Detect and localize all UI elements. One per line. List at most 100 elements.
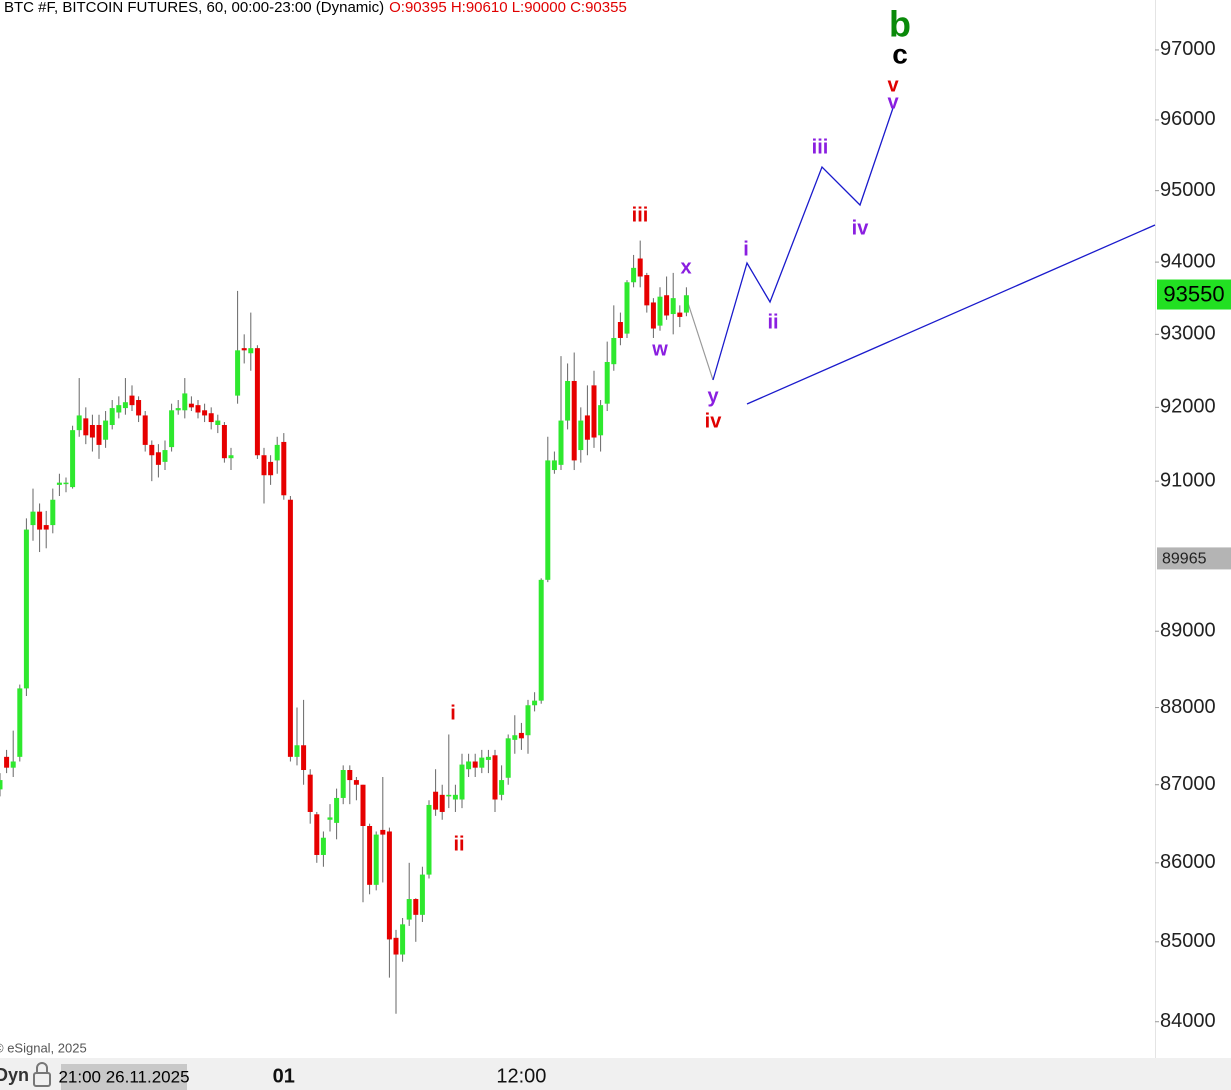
wave-label: y <box>707 385 719 407</box>
copyright: © eSignal, 2025 <box>0 1040 87 1055</box>
x-axis-strip <box>0 1058 1231 1090</box>
x-tick-label: 01 <box>273 1065 295 1087</box>
marker-price-label: 89965 <box>1162 551 1207 568</box>
candle-body <box>37 511 43 530</box>
candle-body <box>175 408 181 411</box>
cursor-box <box>61 1064 187 1090</box>
wave-label: ii <box>767 311 778 333</box>
candle-body <box>221 424 227 459</box>
candle-body <box>558 420 564 465</box>
candle-body <box>274 444 280 461</box>
candle-body <box>472 761 478 768</box>
candle-body <box>281 441 287 496</box>
candle-body <box>89 424 95 438</box>
candle-body <box>657 296 663 326</box>
candle-body <box>367 826 373 885</box>
candle-body <box>452 794 458 800</box>
last-price-label: 93550 <box>1163 281 1224 306</box>
candle-body <box>571 380 577 461</box>
candle-body <box>149 444 155 456</box>
last-price-box <box>1157 279 1231 310</box>
candle-body <box>235 350 241 396</box>
candle-body <box>499 780 505 795</box>
candle-body <box>63 482 69 485</box>
candle-body <box>347 770 353 781</box>
y-tick-label: 89000 <box>1160 620 1216 642</box>
candle-body <box>664 295 670 316</box>
candle-body <box>446 794 452 797</box>
candle-body <box>10 761 16 768</box>
candle-body <box>50 499 56 526</box>
candle-body <box>360 784 366 827</box>
candle-body <box>241 348 247 351</box>
candle-body <box>485 756 491 760</box>
candle-body <box>136 400 142 416</box>
candle-body <box>30 511 36 526</box>
y-tick-label: 92000 <box>1160 396 1216 418</box>
candle-body <box>83 418 89 436</box>
lock-body <box>33 1072 51 1087</box>
candle-body <box>268 461 274 476</box>
candle-body <box>215 420 221 425</box>
wave-label: i <box>450 702 456 724</box>
candle-body <box>386 831 392 940</box>
candle-body <box>518 732 524 739</box>
y-tick-label: 94000 <box>1160 250 1216 272</box>
candle-body <box>43 525 49 530</box>
candle-body <box>248 348 254 354</box>
lock-icon[interactable] <box>33 1062 51 1087</box>
candle-body <box>677 312 683 317</box>
y-tick-label: 96000 <box>1160 108 1216 130</box>
candle-body <box>301 745 307 771</box>
candle-body <box>287 499 293 757</box>
candle-body <box>637 258 643 277</box>
candle-body <box>459 764 465 800</box>
candle-body <box>340 770 346 798</box>
candle-body <box>254 348 260 456</box>
candle-body <box>76 415 82 431</box>
candle-body <box>406 899 412 920</box>
y-tick-label: 86000 <box>1160 851 1216 873</box>
chart-header: BTC #F, BITCOIN FUTURES, 60, 00:00-23:00… <box>4 0 627 16</box>
candle-body <box>109 408 115 425</box>
wave-connector <box>686 299 714 381</box>
candle-body <box>426 804 432 875</box>
candle-body <box>195 405 201 413</box>
candle-body <box>419 874 425 915</box>
candle-body <box>670 298 676 315</box>
wave-label: v <box>887 91 899 113</box>
candle-body <box>162 450 168 462</box>
y-tick-label: 97000 <box>1160 38 1216 60</box>
candle-body <box>683 295 689 313</box>
mode-label: Dyn <box>0 1065 29 1085</box>
candle-body <box>650 302 656 329</box>
candle-body <box>624 282 630 334</box>
y-tick-label: 87000 <box>1160 773 1216 795</box>
ohlc-readout: O:90395 H:90610 L:90000 C:90355 <box>389 0 627 16</box>
wave-projection <box>712 107 894 381</box>
candle-body <box>413 899 419 915</box>
candle-body <box>591 385 597 438</box>
candle-body <box>532 700 538 706</box>
candle-body <box>584 415 590 440</box>
candle-body <box>545 460 551 580</box>
y-tick-label: 95000 <box>1160 179 1216 201</box>
candle-body <box>611 337 617 365</box>
candle-body <box>320 837 326 855</box>
candle-body <box>433 791 439 810</box>
candle-body <box>188 403 194 408</box>
y-tick-label: 91000 <box>1160 469 1216 491</box>
candle-body <box>604 361 610 404</box>
x-tick-label: 12:00 <box>496 1065 546 1087</box>
candle-body <box>116 405 122 413</box>
wave-label: x <box>680 256 691 278</box>
candle-body <box>261 455 267 476</box>
y-tick-label: 85000 <box>1160 930 1216 952</box>
candle-body <box>182 393 188 411</box>
y-tick-label: 93000 <box>1160 323 1216 345</box>
candle-body <box>565 380 571 421</box>
candle-body <box>644 275 650 306</box>
candle-body <box>155 452 161 465</box>
candle-body <box>4 756 10 768</box>
